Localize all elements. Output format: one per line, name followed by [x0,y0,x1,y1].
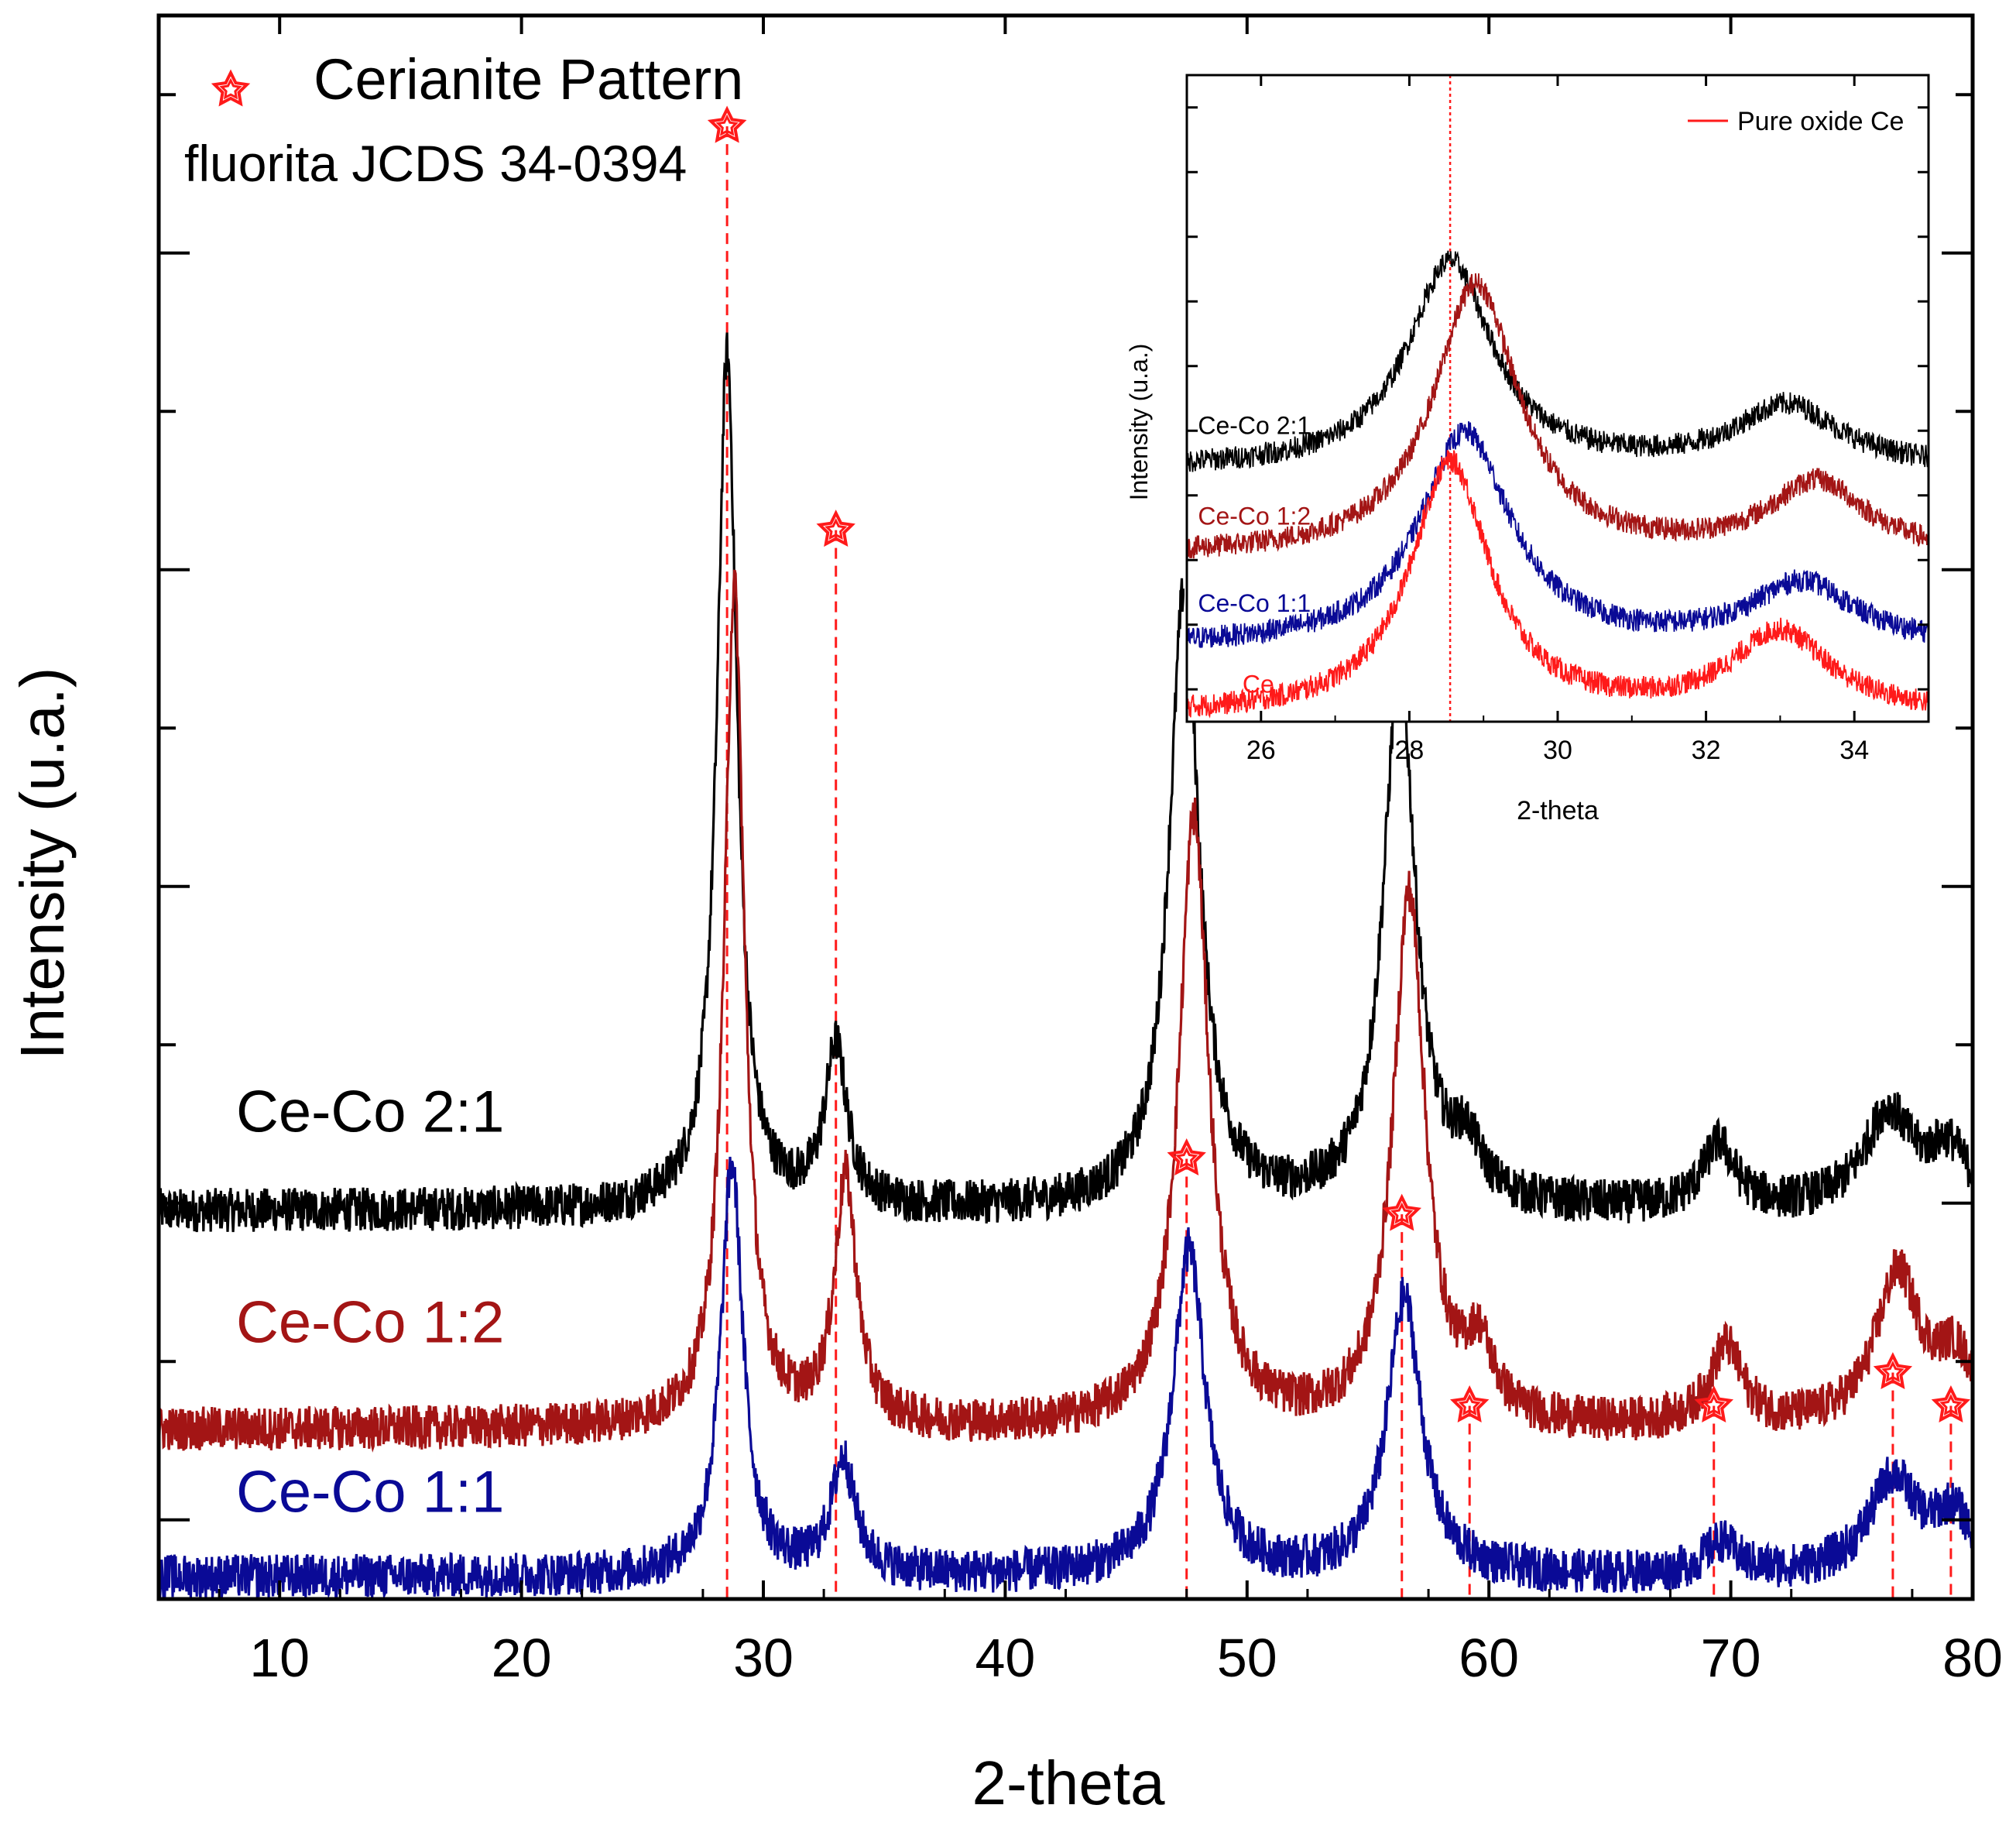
reference-star-0 [707,105,747,143]
legend-sublabel: fluorita JCDS 34-0394 [184,135,687,192]
series-label-2: Ce-Co 1:1 [236,1460,504,1525]
series-label-1: Ce-Co 1:2 [236,1290,504,1356]
inset-chart: 26 28 30 32 34 Ce-Co 2:1Ce-Co 1:2Ce-Co 1:1Ce… [1125,74,1931,825]
reference-star-2 [1167,1138,1206,1175]
main-y-axis-label: Intensity (u.a.) [8,667,77,1060]
inset-x-tick-label-2: 30 [1543,736,1572,765]
inset-ticks: 26 28 30 32 34 [1186,75,1929,765]
inset-x-axis-label: 2-theta [1517,796,1599,825]
inset-y-axis-label: Intensity (u.a.) [1125,344,1153,501]
inset-x-tick-label-1: 28 [1394,736,1424,765]
inset-series-label-1: Ce-Co 1:2 [1198,502,1311,530]
inset-series-label-0: Ce-Co 2:1 [1198,411,1311,439]
x-tick-label-3: 40 [975,1628,1035,1688]
reference-star-6 [1873,1352,1913,1390]
series-label-0: Ce-Co 2:1 [236,1079,504,1145]
series-line-2 [157,1156,1974,1601]
main-chart: 10 20 30 40 50 60 70 80 Ce-Co 2:1Ce-Co 1:2Ce-Co… [8,13,2003,1817]
inset-series-line-2 [1186,421,1929,649]
legend-star-icon [211,69,251,107]
inset-series-label-3: Ce [1243,670,1274,698]
inset-series [1186,250,1929,719]
inset-series-line-3 [1186,450,1929,719]
main-series [157,332,1974,1601]
inset-x-tick-label-0: 26 [1246,736,1276,765]
series-line-1 [157,569,1974,1453]
legend-star-marker [211,69,251,107]
x-tick-label-4: 50 [1217,1628,1277,1688]
main-series-labels: Ce-Co 2:1 Ce-Co 1:2 Ce-Co 1:1 [236,1079,504,1525]
main-x-axis-label: 2-theta [972,1748,1165,1817]
x-tick-label-0: 10 [249,1628,310,1688]
legend-label: Cerianite Pattern [314,47,743,112]
series-line-0 [157,332,1974,1233]
inset-series-line-1 [1186,273,1929,560]
reference-star-3 [1382,1193,1422,1231]
main-legend: Cerianite Pattern fluorita JCDS 34-0394 [184,47,743,192]
inset-series-line-0 [1186,250,1929,472]
main-reference-markers [707,105,1971,1422]
inset-x-tick-label-3: 32 [1692,736,1721,765]
reference-star-5 [1694,1385,1734,1422]
main-ticks: 10 20 30 40 50 60 70 80 [159,15,2003,1688]
x-tick-label-2: 30 [733,1628,794,1688]
inset-series-label-2: Ce-Co 1:1 [1198,589,1311,617]
inset-legend-label: Pure oxide Ce [1737,107,1904,136]
x-tick-label-1: 20 [492,1628,552,1688]
inset-x-tick-label-4: 34 [1839,736,1869,765]
reference-star-7 [1931,1385,1971,1422]
inset-legend: Pure oxide Ce [1688,107,1904,136]
reference-star-4 [1450,1385,1490,1422]
x-tick-label-5: 60 [1459,1628,1519,1688]
x-tick-label-6: 70 [1701,1628,1761,1688]
x-tick-label-7: 80 [1942,1628,2003,1688]
reference-star-1 [816,510,855,547]
inset-series-labels: Ce-Co 2:1 Ce-Co 1:2 Ce-Co 1:1 Ce [1198,411,1311,698]
